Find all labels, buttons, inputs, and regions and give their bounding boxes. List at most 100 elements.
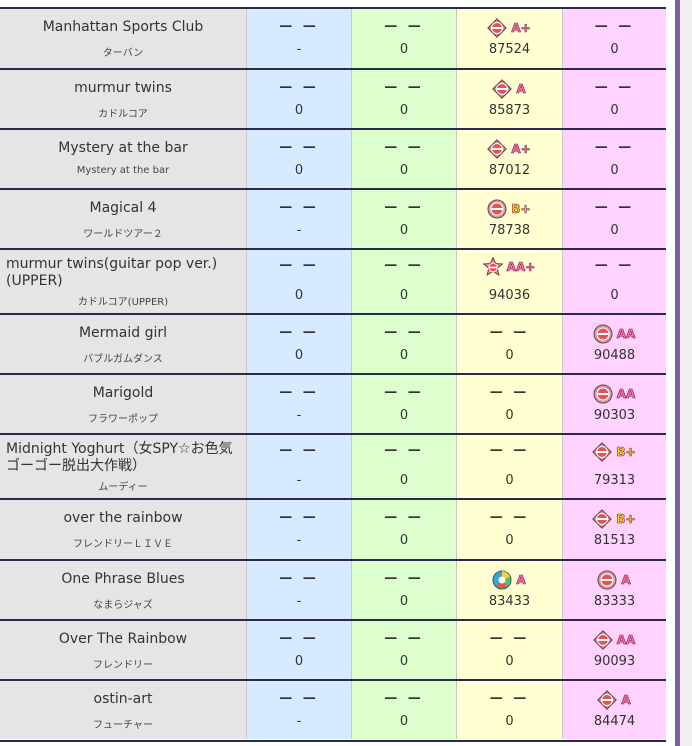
ex-score-cell[interactable]: AA 90488: [563, 315, 666, 373]
hyper-score-cell[interactable]: AA+ 94036: [457, 250, 562, 313]
ex-score-cell[interactable]: AA 90093: [563, 621, 666, 679]
ex-score-cell[interactable]: B+ 81513: [563, 500, 666, 559]
column-separator: [456, 9, 457, 68]
diamond-clear-icon: [492, 79, 513, 99]
row-divider: [0, 619, 666, 621]
no-play-dash: — —: [384, 631, 424, 646]
score-value: 0: [399, 103, 409, 118]
song-genre: フューチャー: [93, 720, 153, 731]
score-value: 87524: [488, 42, 531, 57]
song-title[interactable]: murmur twins: [74, 80, 172, 96]
normal-score-cell[interactable]: — — 0: [352, 190, 456, 248]
ex-score-cell[interactable]: — — 0: [563, 9, 666, 68]
easy-score-cell[interactable]: — — -: [247, 681, 351, 739]
normal-score-cell[interactable]: — — 0: [352, 435, 456, 498]
score-value: 0: [610, 288, 619, 303]
song-title[interactable]: Mystery at the bar: [58, 140, 188, 156]
clear-badges: A+: [457, 18, 562, 38]
easy-score-cell[interactable]: — — 0: [247, 621, 351, 679]
ex-score-cell[interactable]: B+ 79313: [563, 435, 666, 498]
hyper-score-cell[interactable]: — — 0: [457, 621, 562, 679]
easy-score-cell[interactable]: — — 0: [247, 70, 351, 128]
normal-score-cell[interactable]: — — 0: [352, 621, 456, 679]
song-title[interactable]: ostin-art: [93, 691, 153, 707]
hyper-score-cell[interactable]: — — 0: [457, 681, 562, 739]
grade-badge: A+: [511, 21, 531, 36]
row-divider: [0, 373, 666, 375]
hyper-score-cell[interactable]: — — 0: [457, 500, 562, 559]
score-value: -: [296, 42, 302, 57]
easy-score-cell[interactable]: — — -: [247, 9, 351, 68]
song-title[interactable]: Magical 4: [89, 200, 157, 216]
normal-score-cell[interactable]: — — 0: [352, 9, 456, 68]
hyper-score-cell[interactable]: A+ 87012: [457, 130, 562, 188]
column-separator: [351, 9, 352, 68]
ex-score-cell[interactable]: — — 0: [563, 250, 666, 313]
score-value: 90093: [593, 654, 636, 669]
no-play-dash: — —: [594, 200, 635, 215]
ex-score-cell[interactable]: A 83333: [563, 561, 666, 619]
score-value: 0: [505, 348, 514, 363]
score-value: 85873: [488, 103, 531, 118]
normal-score-cell[interactable]: — — 0: [352, 250, 456, 313]
column-separator: [351, 435, 352, 498]
hyper-score-cell[interactable]: — — 0: [457, 375, 562, 433]
hyper-score-cell[interactable]: A+ 87524: [457, 9, 562, 68]
score-value: 90303: [593, 408, 636, 423]
easy-score-cell[interactable]: — — -: [247, 561, 351, 619]
normal-score-cell[interactable]: — — 0: [352, 561, 456, 619]
song-cell: Mystery at the bar Mystery at the bar: [0, 130, 246, 188]
easy-score-cell[interactable]: — — 0: [247, 250, 351, 313]
easy-score-cell[interactable]: — — -: [247, 190, 351, 248]
song-title[interactable]: over the rainbow: [63, 510, 183, 526]
column-separator: [351, 621, 352, 679]
hyper-score-cell[interactable]: B+ 78738: [457, 190, 562, 248]
no-play-dash: — —: [279, 510, 319, 525]
easy-score-cell[interactable]: — — -: [247, 435, 351, 498]
easy-score-cell[interactable]: — — 0: [247, 130, 351, 188]
song-title[interactable]: Mermaid girl: [78, 325, 168, 341]
normal-score-cell[interactable]: — — 0: [352, 681, 456, 739]
ex-score-cell[interactable]: — — 0: [563, 130, 666, 188]
song-title[interactable]: murmur twins(guitar pop ver.)(UPPER): [6, 256, 218, 289]
diamond-clear-icon: [592, 509, 613, 529]
score-value: 0: [610, 103, 619, 118]
no-play-dash: — —: [279, 140, 319, 155]
song-title[interactable]: Marigold: [92, 385, 154, 401]
hyper-score-cell[interactable]: A 85873: [457, 70, 562, 128]
easy-score-cell[interactable]: — — -: [247, 500, 351, 559]
no-play-dash: — —: [489, 443, 530, 458]
song-title[interactable]: Over The Rainbow: [58, 631, 188, 647]
normal-score-cell[interactable]: — — 0: [352, 375, 456, 433]
no-play-dash: — —: [489, 510, 530, 525]
ex-score-cell[interactable]: — — 0: [563, 190, 666, 248]
hyper-score-cell[interactable]: — — 0: [457, 315, 562, 373]
score-value: 0: [399, 714, 409, 729]
no-play-dash: — —: [384, 325, 424, 340]
hyper-score-cell[interactable]: — — 0: [457, 435, 562, 498]
song-title[interactable]: One Phrase Blues: [61, 571, 185, 587]
song-title[interactable]: Manhattan Sports Club: [42, 19, 204, 35]
score-value: 0: [399, 654, 409, 669]
ex-score-cell[interactable]: AA 90303: [563, 375, 666, 433]
no-play-dash: — —: [594, 258, 635, 273]
song-cell: murmur twins(guitar pop ver.)(UPPER) カドルコ…: [0, 250, 246, 313]
scrollbar-track[interactable]: [680, 0, 692, 746]
easy-score-cell[interactable]: — — 0: [247, 315, 351, 373]
song-cell: Midnight Yoghurt（女SPY☆お色気ゴーゴー脱出大作戦） ムーディー: [0, 435, 246, 498]
song-genre: ムーディー: [98, 482, 148, 493]
easy-score-cell[interactable]: — — -: [247, 375, 351, 433]
normal-score-cell[interactable]: — — 0: [352, 500, 456, 559]
normal-score-cell[interactable]: — — 0: [352, 315, 456, 373]
score-value: 0: [399, 594, 409, 609]
song-title[interactable]: Midnight Yoghurt（女SPY☆お色気ゴーゴー脱出大作戦）: [6, 441, 233, 474]
normal-score-cell[interactable]: — — 0: [352, 70, 456, 128]
normal-score-cell[interactable]: — — 0: [352, 130, 456, 188]
ex-score-cell[interactable]: — — 0: [563, 70, 666, 128]
no-play-dash: — —: [384, 258, 424, 273]
score-value: 0: [294, 163, 304, 178]
grade-badge: B+: [511, 202, 531, 217]
ex-score-cell[interactable]: A 84474: [563, 681, 666, 739]
no-play-dash: — —: [279, 443, 319, 458]
hyper-score-cell[interactable]: A 83433: [457, 561, 562, 619]
